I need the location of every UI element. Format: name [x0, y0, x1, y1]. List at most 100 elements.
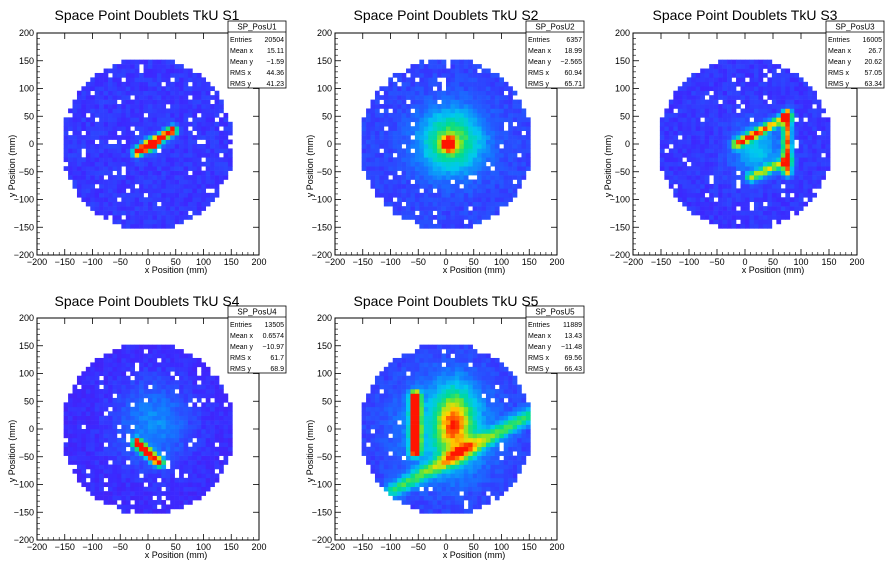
heatmap-bin [214, 121, 220, 127]
heatmap-bin [125, 451, 131, 456]
heatmap-bin [68, 446, 73, 452]
heatmap-bin [103, 90, 109, 96]
heatmap-bin [90, 126, 96, 131]
heatmap-bin [677, 117, 683, 123]
heatmap-bin [709, 81, 714, 87]
heatmap-bin [762, 210, 768, 216]
heatmap-bin [161, 437, 167, 443]
heatmap-bin [499, 157, 505, 163]
heatmap-bin [143, 380, 149, 385]
heatmap-bin [210, 464, 215, 470]
heatmap-bin [463, 210, 469, 216]
heatmap-bin [767, 219, 773, 225]
heatmap-bin [494, 161, 500, 167]
heatmap-bin [410, 157, 416, 163]
heatmap-bin [700, 144, 705, 149]
heatmap-bin [94, 437, 100, 443]
heatmap-bin [450, 192, 456, 198]
heatmap-bin [130, 455, 135, 461]
heatmap-bin [139, 344, 144, 350]
heatmap-bin [749, 126, 755, 131]
heatmap-bin [72, 451, 78, 456]
heatmap-bin [148, 415, 153, 421]
heatmap-bin [758, 130, 764, 136]
heatmap-bin [139, 389, 144, 394]
heatmap-bin [780, 81, 786, 87]
heatmap-bin [165, 420, 171, 425]
heatmap-bin [161, 353, 167, 359]
heatmap-bin [134, 112, 140, 118]
heatmap-bin [463, 135, 469, 140]
heatmap-bin [156, 210, 162, 216]
heatmap-bin [103, 148, 109, 154]
heatmap-bin [103, 183, 109, 189]
heatmap-bin [112, 215, 118, 220]
heatmap-bin [103, 210, 109, 216]
heatmap-bin [76, 99, 82, 105]
heatmap-bin [72, 389, 78, 394]
heatmap-bin [695, 152, 701, 158]
heatmap-bin [477, 144, 482, 149]
heatmap-bin [686, 135, 692, 140]
heatmap-bin [731, 64, 737, 69]
heatmap-bin [794, 183, 800, 189]
heatmap-bin [99, 183, 104, 189]
heatmap-bin [219, 468, 224, 474]
heatmap-bin [428, 72, 433, 78]
heatmap-bin [156, 406, 162, 412]
heatmap-bin [428, 215, 433, 220]
heatmap-bin [156, 349, 162, 354]
heatmap-bin [771, 152, 777, 158]
heatmap-bin [731, 130, 737, 136]
heatmap-bin [121, 86, 127, 92]
heatmap-bin [753, 130, 759, 136]
heatmap-bin [713, 161, 719, 167]
heatmap-bin [481, 161, 487, 167]
heatmap-bin [727, 188, 732, 194]
heatmap-bin [161, 433, 167, 439]
heatmap-bin [481, 104, 487, 109]
heatmap-bin [392, 175, 398, 180]
heatmap-bin [210, 406, 215, 412]
heatmap-bin [156, 384, 162, 390]
heatmap-bin [121, 460, 127, 465]
heatmap-bin [361, 166, 367, 171]
heatmap-bin [366, 130, 371, 136]
heatmap-bin [682, 86, 688, 92]
heatmap-bin [139, 437, 144, 443]
heatmap-bin [525, 117, 531, 123]
heatmap-bin [691, 179, 697, 185]
heatmap-bin [450, 59, 456, 65]
heatmap-bin [108, 90, 113, 96]
heatmap-bin [419, 197, 425, 203]
heatmap-bin [103, 104, 109, 109]
heatmap-bin [821, 161, 826, 167]
heatmap-bin [85, 482, 91, 488]
x-tick-label: 150 [522, 257, 537, 267]
heatmap-bin [494, 175, 500, 180]
heatmap-bin [812, 152, 817, 158]
heatmap-bin [183, 197, 189, 203]
heatmap-bin [374, 175, 380, 180]
heatmap-bin [72, 126, 78, 131]
heatmap-bin [727, 161, 732, 167]
heatmap-bin [450, 72, 456, 78]
heatmap-bin [227, 446, 233, 452]
heatmap-bin [134, 460, 140, 465]
heatmap-bin [410, 170, 416, 176]
heatmap-bin [682, 108, 688, 114]
heatmap-bin [472, 148, 478, 154]
heatmap-bin [454, 148, 460, 154]
heatmap-bin [103, 197, 109, 203]
heatmap-bin [477, 219, 482, 225]
heatmap-bin [139, 433, 144, 439]
heatmap-bin [512, 175, 518, 180]
heatmap-bin [753, 192, 759, 198]
heatmap-bin [700, 126, 705, 131]
heatmap-bin [192, 139, 198, 145]
heatmap-bin [740, 72, 746, 78]
heatmap-bin [682, 188, 688, 194]
heatmap-bin [161, 148, 167, 154]
heatmap-bin [210, 152, 215, 158]
heatmap-bin [170, 197, 175, 203]
